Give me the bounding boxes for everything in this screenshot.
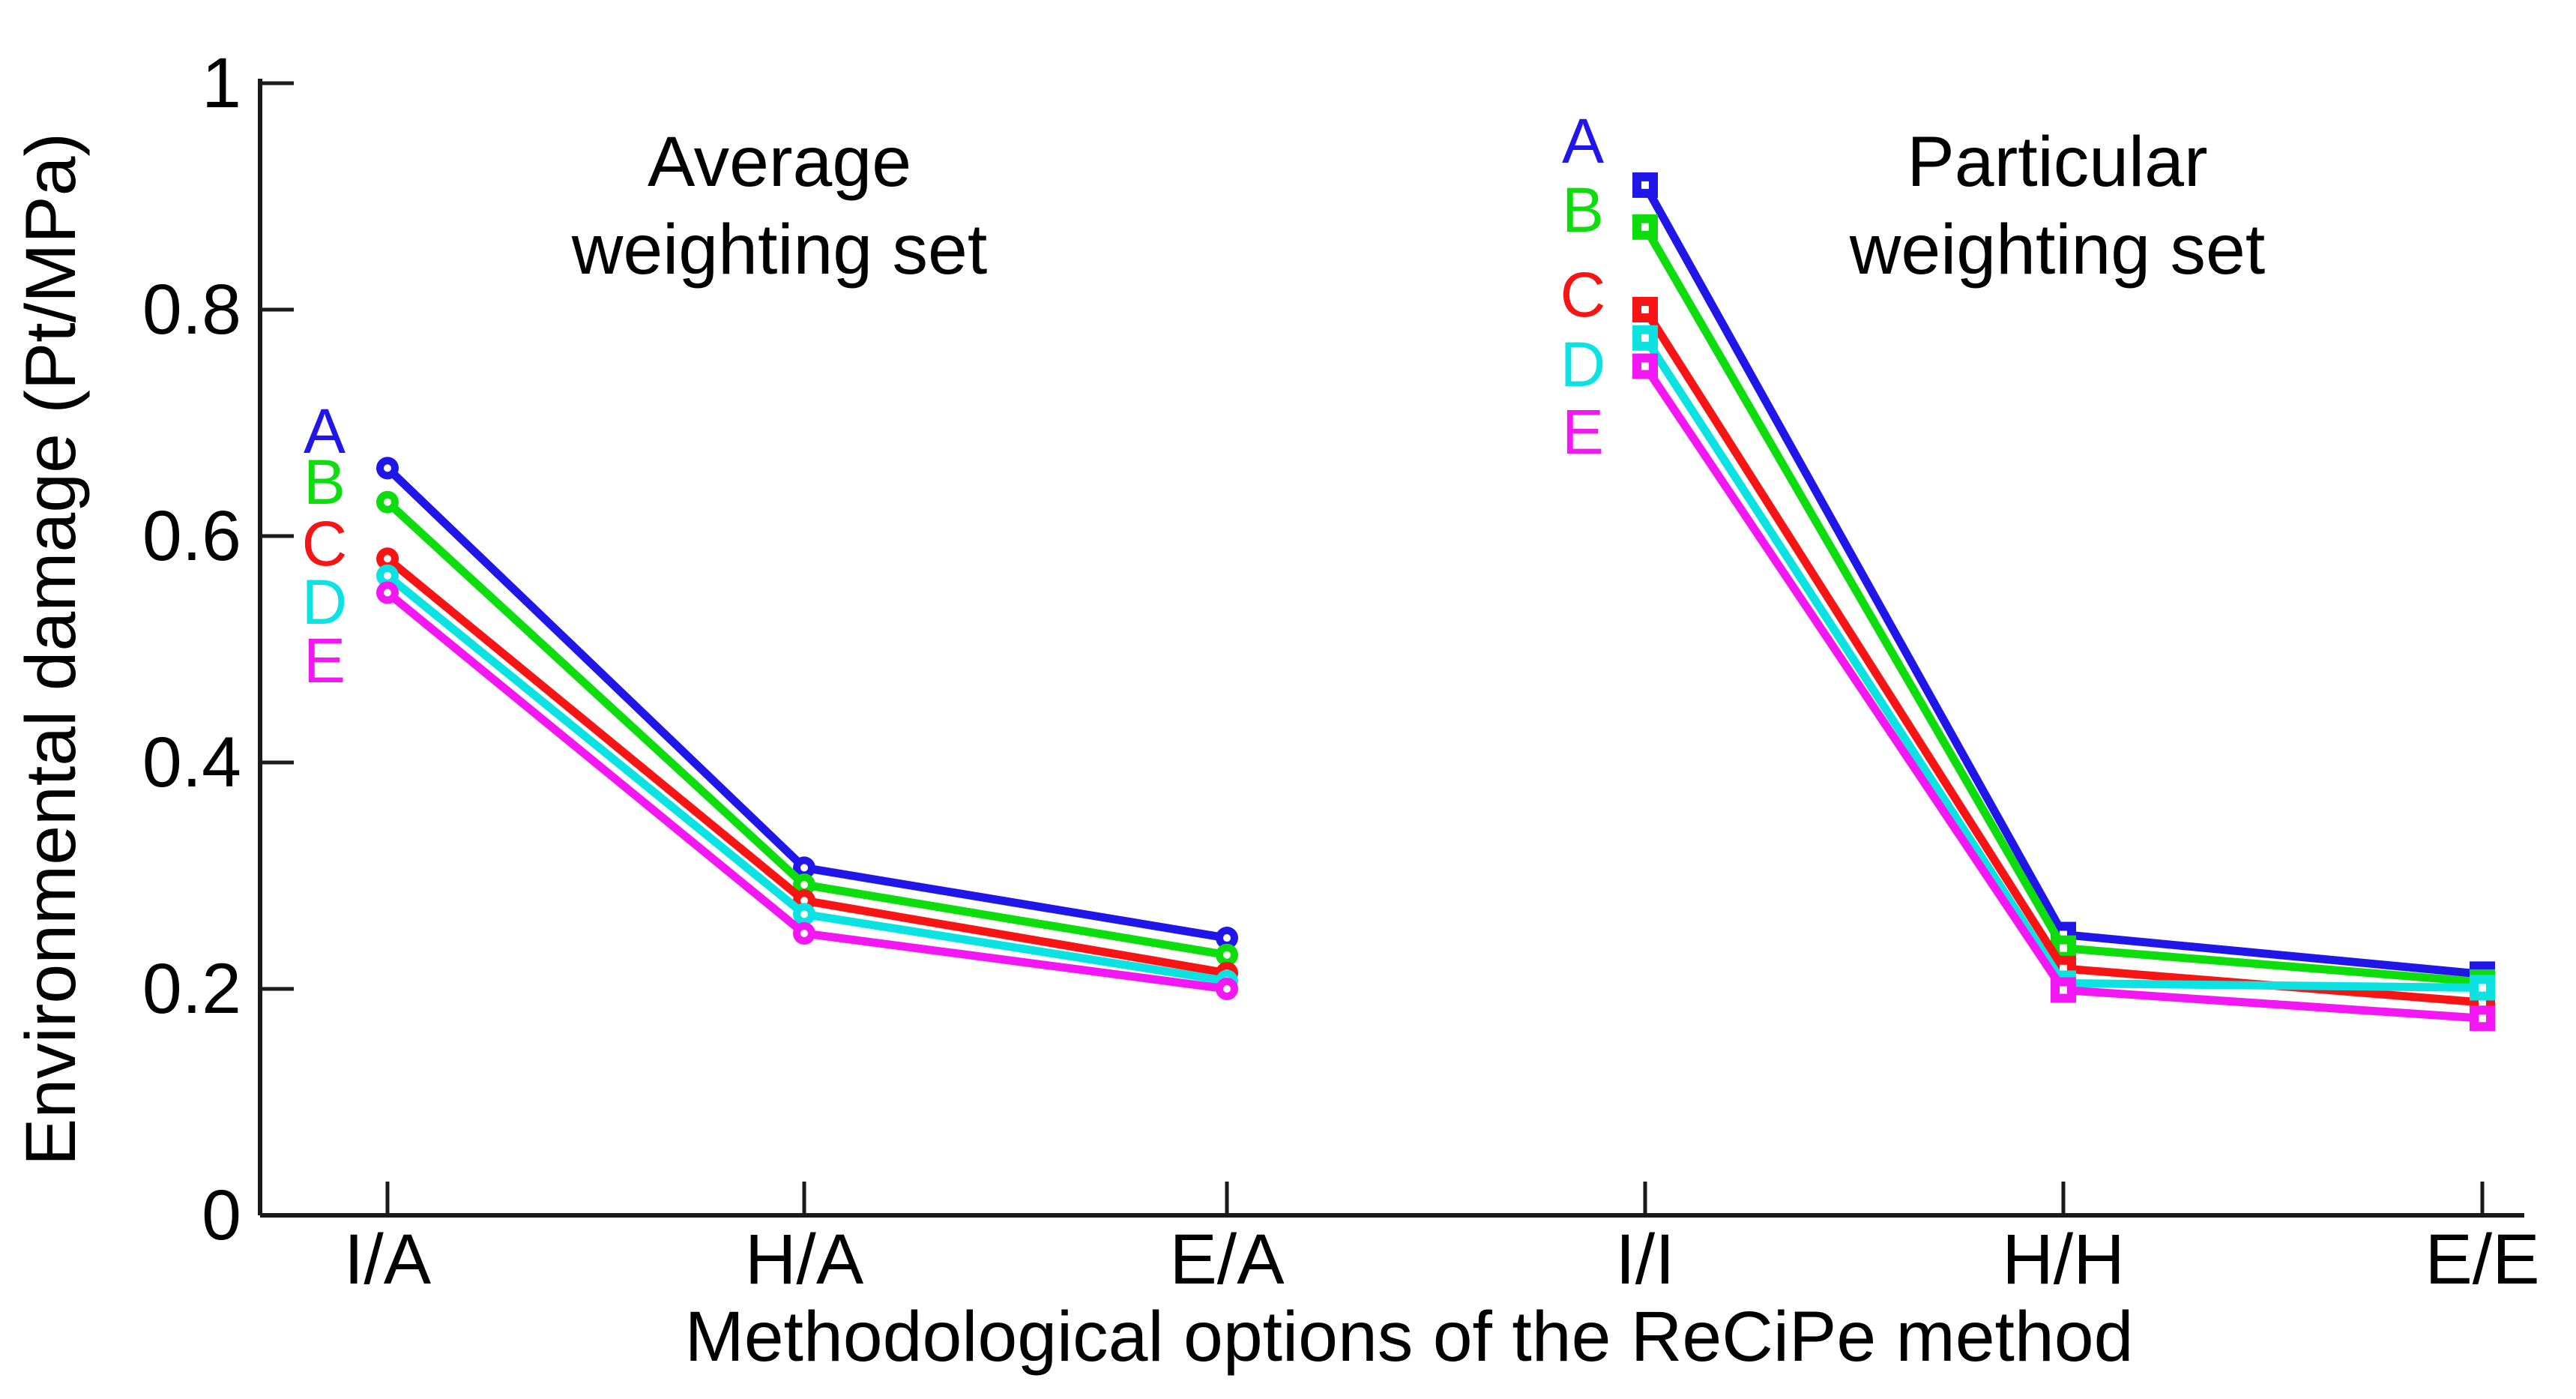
x-axis-title: Methodological options of the ReCiPe met… (685, 1297, 2134, 1377)
y-tick-0-2: 0.2 (142, 949, 241, 1029)
x-tick-ea: E/A (1169, 1220, 1285, 1299)
series-A-right-line (1641, 181, 2487, 978)
y-tick-1: 1 (202, 43, 241, 123)
x-tick-ia: I/A (344, 1220, 432, 1299)
series-letter-a-right: A (1562, 106, 1604, 176)
series-B-left-marker-hole-0 (384, 498, 391, 506)
series-C-right-marker-hole-0 (1641, 306, 1649, 313)
series-D-right-marker-hole-0 (1641, 334, 1649, 342)
group-title-particular-line2: weighting set (1849, 210, 2266, 289)
series-E-right-marker-hole-1 (2060, 986, 2067, 994)
series-letter-a-left: A (304, 396, 346, 466)
series-D-left-marker-hole-1 (800, 910, 808, 918)
series-letter-c-left: C (302, 508, 348, 579)
series-E-right-line (1641, 362, 2487, 1023)
x-tick-ee: E/E (2425, 1220, 2539, 1299)
x-tick-ii: I/I (1615, 1220, 1674, 1299)
y-tick-0-6: 0.6 (142, 496, 241, 576)
series-B-left-marker-hole-1 (800, 881, 808, 889)
series-C-right-marker-hole-1 (2060, 964, 2067, 972)
series-A-left-marker-hole-1 (800, 864, 808, 872)
series-A-right-marker-hole-1 (2060, 930, 2067, 939)
group-title-average-line2: weighting set (571, 210, 988, 289)
series-letter-d-left: D (302, 567, 348, 637)
series-D-right-marker-hole-2 (2479, 984, 2486, 992)
series-letters-left: A B C D E (302, 396, 348, 696)
series-B-right-marker-hole-1 (2060, 944, 2067, 952)
y-tick-0-4: 0.4 (142, 723, 241, 802)
series-A-left-marker-hole-0 (384, 464, 391, 472)
series-A-left-marker-hole-2 (1223, 934, 1231, 942)
series-letter-c-right: C (1560, 259, 1606, 330)
y-tick-0: 0 (202, 1176, 241, 1255)
y-axis-title: Environmental damage (Pt/MPa) (11, 133, 91, 1166)
plot-layer (258, 79, 2524, 1218)
group-title-particular-line1: Particular (1907, 122, 2207, 202)
x-axis-tick-labels: I/A H/A E/A I/I H/H E/E (344, 1220, 2540, 1299)
series-letter-e-left: E (304, 625, 346, 696)
series-letter-e-right: E (1562, 397, 1604, 467)
series-D-left-marker-hole-0 (384, 571, 391, 580)
x-tick-hh: H/H (2002, 1220, 2125, 1299)
group-title-average: Average weighting set (571, 122, 988, 289)
y-axis-tick-labels: 0 0.2 0.4 0.6 0.8 1 (142, 43, 241, 1255)
series-letter-b-right: B (1562, 175, 1604, 245)
series-E-right-marker-hole-2 (2479, 1014, 2486, 1023)
series-B-left-marker-hole-2 (1223, 951, 1231, 959)
group-title-particular: Particular weighting set (1849, 122, 2266, 289)
series-E-right-marker-hole-0 (1641, 362, 1649, 370)
series-C-left-marker-hole-0 (384, 555, 391, 563)
y-tick-0-8: 0.8 (142, 270, 241, 349)
series-B-right-line (1641, 223, 2487, 987)
series-C-left-marker-hole-1 (800, 897, 808, 905)
series-B-right-marker-hole-0 (1641, 223, 1649, 231)
series-E-left-marker-hole-2 (1223, 985, 1231, 993)
series-C-right-marker-hole-2 (2479, 999, 2486, 1007)
x-tick-ha: H/A (745, 1220, 864, 1299)
series-A-right-marker-hole-0 (1641, 181, 1649, 189)
series-E-left-marker-hole-0 (384, 589, 391, 597)
series-letters-right: A B C D E (1560, 106, 1606, 467)
series-letter-d-right: D (1560, 329, 1606, 400)
series-letter-b-left: B (304, 447, 346, 517)
series-E-left-marker-hole-1 (800, 930, 808, 938)
group-title-average-line1: Average (648, 122, 911, 202)
